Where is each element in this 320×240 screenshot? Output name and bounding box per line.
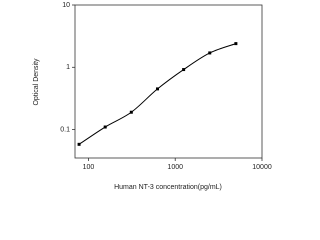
y-tick-label: 1 — [66, 64, 70, 71]
data-point — [234, 42, 238, 46]
y-tick-label: 0.1 — [60, 126, 70, 133]
data-point — [182, 68, 186, 72]
x-tick-label: 100 — [83, 164, 95, 171]
data-point — [208, 51, 212, 55]
data-point — [156, 87, 160, 91]
plot-frame — [74, 4, 263, 159]
x-tick-label: 1000 — [167, 164, 183, 171]
data-point — [129, 110, 133, 114]
x-axis-title: Human NT-3 concentration(pg/mL) — [114, 184, 222, 191]
fit-curve — [78, 43, 237, 145]
chart: Human NT-3 concentration(pg/mL) Optical … — [33, 2, 272, 191]
y-tick-label: 10 — [62, 2, 70, 9]
data-point — [77, 142, 81, 146]
y-axis-title: Optical Density — [33, 58, 40, 106]
data-point — [103, 125, 107, 129]
x-tick-label: 10000 — [252, 164, 272, 171]
